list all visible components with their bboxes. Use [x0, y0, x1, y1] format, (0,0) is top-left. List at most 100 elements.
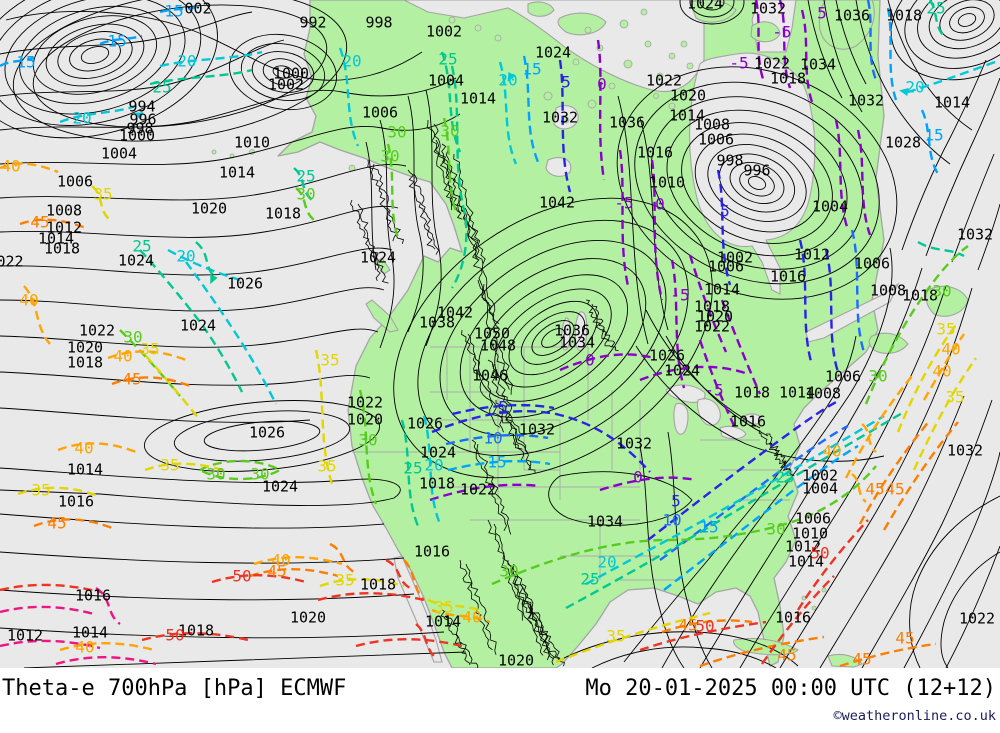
- theta-e-label: 30: [250, 465, 269, 484]
- isobar-label: 1002: [268, 75, 304, 93]
- isobar-label: 1032: [519, 420, 555, 438]
- isobar-label: 1002: [717, 248, 753, 266]
- theta-e-label: 45: [865, 480, 884, 499]
- theta-e-label: 35: [936, 320, 955, 339]
- isobar-label: 1022: [959, 609, 995, 627]
- isobar-label: 1016: [770, 267, 806, 285]
- isobar-label: 1022: [460, 480, 496, 498]
- theta-e-label: 15: [699, 518, 718, 537]
- theta-e-label: 45: [895, 629, 914, 648]
- isobar-label: 1014: [788, 552, 824, 570]
- theta-e-label: 25: [926, 0, 945, 18]
- isobar-label: 1000: [119, 126, 155, 144]
- isobar-label: 1018: [265, 204, 301, 222]
- theta-e-label: 35: [945, 388, 964, 407]
- isobar-label: 1012: [46, 218, 82, 236]
- isobar-label: 1010: [792, 524, 828, 542]
- theta-e-label: 25: [438, 50, 457, 69]
- theta-e-label: 45: [47, 514, 66, 533]
- isobar-label: 1046: [472, 366, 508, 384]
- isobar-label: 998: [365, 13, 392, 31]
- isobar-label: 1032: [542, 108, 578, 126]
- isobar-label: 1010: [649, 173, 685, 191]
- theta-e-label: 35: [140, 340, 159, 359]
- theta-e-label: 35: [320, 351, 339, 370]
- theta-e-label: 25: [132, 237, 151, 256]
- theta-e-label: 40: [941, 340, 960, 359]
- isobar-label: 1014: [460, 89, 496, 107]
- theta-e-label: 50: [232, 567, 251, 586]
- isobar-label: 1032: [947, 441, 983, 459]
- theta-e-label: 40: [74, 439, 93, 458]
- isobar-label: 1026: [249, 423, 285, 441]
- isobar-label: 1026: [649, 346, 685, 364]
- isobar-label: 1006: [708, 257, 744, 275]
- theta-e-contours-layer: [0, 0, 996, 668]
- isobar-label: 1020: [347, 410, 383, 428]
- isobar-label: 1018: [694, 297, 730, 315]
- theta-e-label: 40: [19, 291, 38, 310]
- isobar-label: 1006: [795, 509, 831, 527]
- isobar-label: 996: [129, 110, 156, 128]
- isobar-label: 1016: [775, 608, 811, 626]
- isobar-label: 1020: [697, 307, 733, 325]
- theta-e-label: 50: [165, 626, 184, 645]
- isobar-label: 1018: [886, 6, 922, 24]
- isobar-label: 1024: [664, 361, 700, 379]
- theta-e-label: 30: [868, 367, 887, 386]
- isobar-label: 1036: [554, 321, 590, 339]
- theta-e-label: 10: [483, 429, 502, 448]
- isobar-label: 1018: [44, 239, 80, 257]
- isobar-label: 1008: [805, 384, 841, 402]
- isobar-label: 1026: [407, 414, 443, 432]
- theta-e-label: 35: [160, 456, 179, 475]
- theta-e-label: 10: [662, 511, 681, 530]
- isobar-label: 1012: [785, 537, 821, 555]
- theta-e-label: 40: [462, 608, 481, 627]
- theta-e-label: 15: [924, 126, 943, 145]
- isobar-label: 1022: [646, 71, 682, 89]
- theta-e-label: 5: [720, 202, 730, 221]
- isobar-label: 1036: [609, 113, 645, 131]
- isobar-label: 994: [128, 97, 155, 115]
- theta-e-label: 50: [695, 617, 714, 636]
- isobar-label: 1014: [219, 163, 255, 181]
- theta-e-label: -5: [614, 194, 633, 213]
- isobar-label: 1028: [885, 133, 921, 151]
- isobar-label: 1032: [957, 225, 993, 243]
- theta-e-label: 45: [267, 562, 286, 581]
- isobar-label: 1034: [587, 512, 623, 530]
- isobar-label: 1018: [67, 353, 103, 371]
- theta-e-label: 30: [358, 431, 377, 450]
- theta-e-label: -5: [670, 286, 689, 305]
- theta-e-label: 0: [655, 195, 665, 214]
- isobar-label: 998: [716, 151, 743, 169]
- isobar-label: 1014: [669, 106, 705, 124]
- theta-e-label: 20: [342, 52, 361, 71]
- isobar-label: 1016: [75, 586, 111, 604]
- theta-e-label: -5: [772, 23, 791, 42]
- isobar-label: 1024: [262, 477, 298, 495]
- theta-e-label: 5: [561, 73, 571, 92]
- theta-e-label: 30: [440, 122, 459, 141]
- isobar-label: 1006: [698, 130, 734, 148]
- theta-e-label: 20: [498, 71, 517, 90]
- isobar-label: 1008: [46, 201, 82, 219]
- theta-e-label: 40: [75, 638, 94, 657]
- theta-e-label: 15: [487, 453, 506, 472]
- theta-e-label: 30: [499, 562, 518, 581]
- theta-e-label: 30: [766, 520, 785, 539]
- isobar-label: 1020: [290, 608, 326, 626]
- isobar-label: 1022: [754, 54, 790, 72]
- isobar-label: 1024: [535, 43, 571, 61]
- theta-e-label: 20: [72, 109, 91, 128]
- theta-e-label: 45: [122, 370, 141, 389]
- isobar-label: 1010: [234, 133, 270, 151]
- isobar-label: 1024: [420, 443, 456, 461]
- isobar-label: 1016: [414, 542, 450, 560]
- theta-e-label: 25: [296, 167, 315, 186]
- theta-e-label: 35: [606, 627, 625, 646]
- isobar-label: 1014: [67, 460, 103, 478]
- theta-e-label: 15: [16, 53, 35, 72]
- theta-e-label: 40: [271, 551, 290, 570]
